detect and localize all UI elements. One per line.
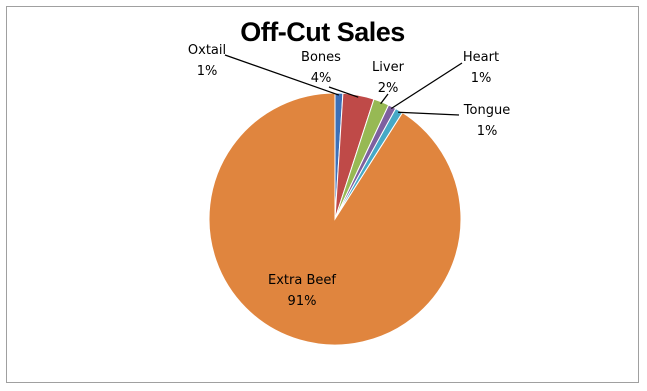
- leader-line-tongue: [398, 111, 460, 116]
- slice-percent-label: 1%: [477, 124, 498, 139]
- slice-percent-label: 1%: [197, 64, 218, 79]
- slice-name-label: Extra Beef: [268, 273, 336, 288]
- leader-line-oxtail: [224, 54, 340, 96]
- leader-line-bones: [328, 86, 359, 98]
- slice-percent-label: 91%: [288, 294, 317, 309]
- slice-name-label: Heart: [463, 50, 499, 65]
- pie-slices: [208, 92, 462, 346]
- slice-percent-label: 2%: [378, 81, 399, 96]
- pie-slice-extra-beef: [208, 92, 462, 346]
- slice-name-label: Tongue: [463, 103, 510, 118]
- chart-frame: Off-Cut Sales Oxtail 1% Bones 4% Liver 2% Hear…: [6, 6, 639, 383]
- pie-chart: Oxtail 1% Bones 4% Liver 2% Heart 1% Tongue 1% Ext…: [188, 43, 510, 346]
- leader-line-heart: [390, 62, 463, 110]
- slice-name-label: Oxtail: [188, 43, 226, 58]
- slice-name-label: Liver: [372, 60, 405, 75]
- leader-line-liver: [380, 93, 389, 105]
- leader-lines: [224, 54, 463, 116]
- slice-labels: Oxtail 1% Bones 4% Liver 2% Heart 1% Tongue 1% Ext…: [188, 43, 510, 309]
- chart-title: Off-Cut Sales: [240, 17, 405, 47]
- slice-percent-label: 1%: [471, 71, 492, 86]
- slice-percent-label: 4%: [311, 71, 332, 86]
- slice-name-label: Bones: [301, 50, 341, 65]
